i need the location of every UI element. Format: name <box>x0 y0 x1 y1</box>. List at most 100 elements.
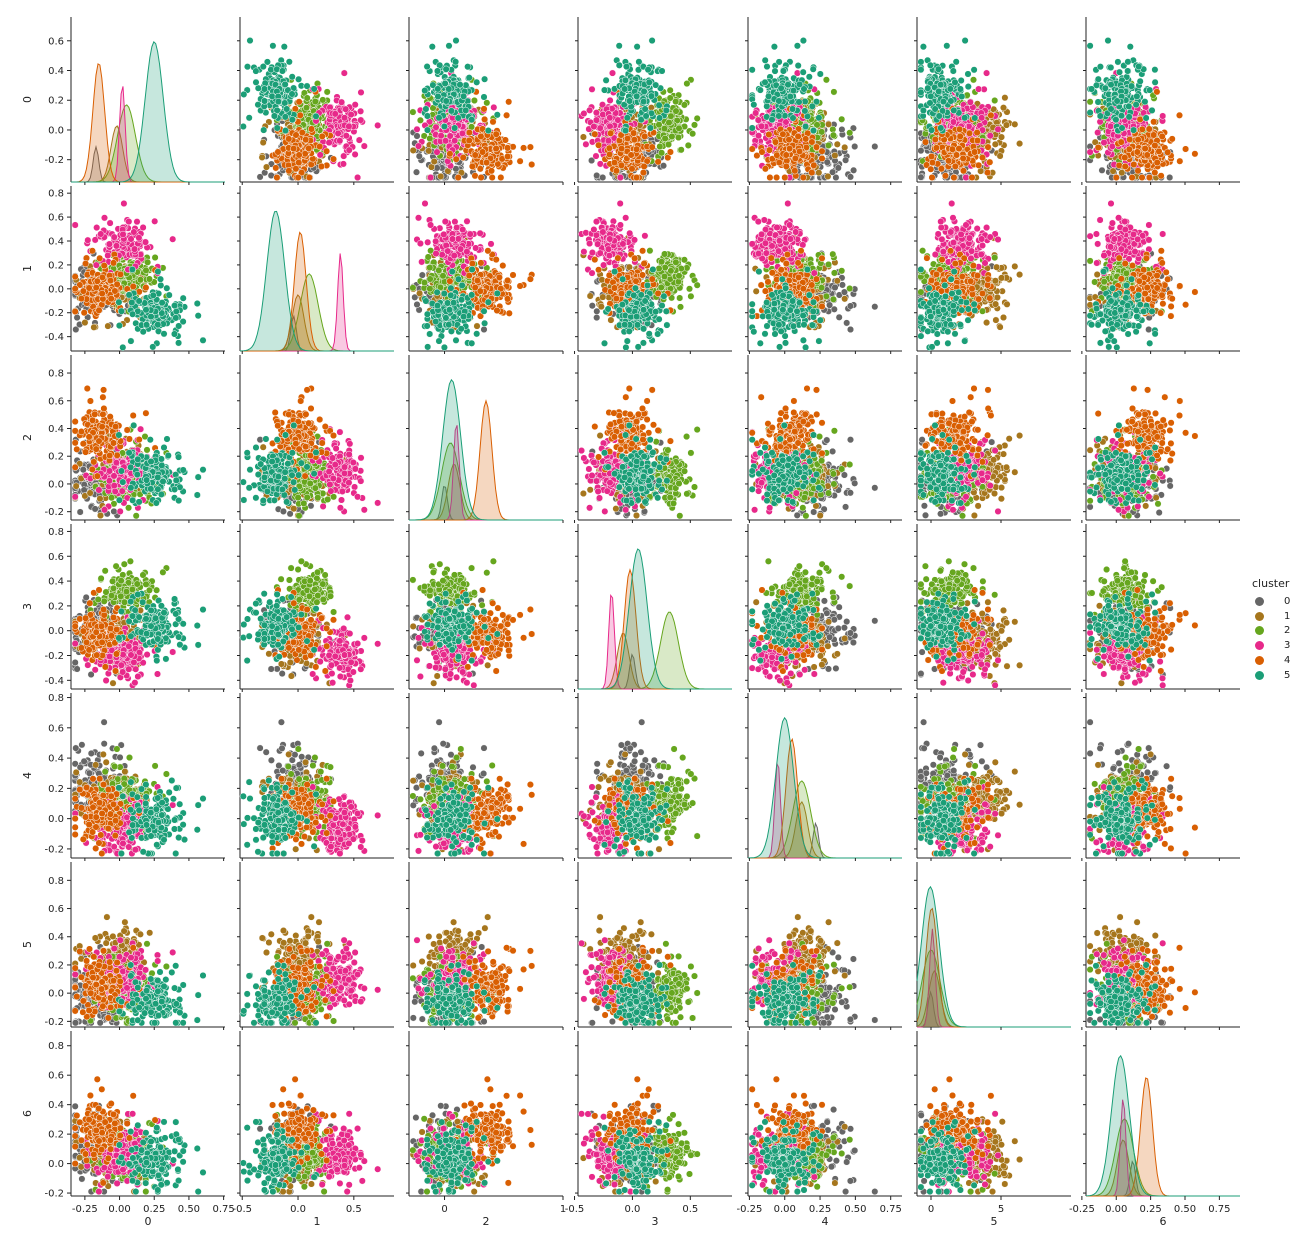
point-cluster-3 <box>589 86 596 93</box>
point-cluster-5 <box>282 127 289 134</box>
point-cluster-4 <box>323 148 330 155</box>
point-cluster-3 <box>338 99 345 106</box>
point-cluster-2 <box>685 142 692 149</box>
point-cluster-5 <box>281 43 288 50</box>
point-cluster-2 <box>691 122 698 129</box>
point-cluster-5 <box>260 127 267 134</box>
point-cluster-3 <box>607 123 614 130</box>
point-cluster-0 <box>413 169 420 176</box>
panel-r0-c2 <box>406 17 563 185</box>
point-cluster-5 <box>279 68 286 75</box>
y-axis-label: 0 <box>21 96 34 103</box>
point-cluster-4 <box>472 152 479 159</box>
point-cluster-2 <box>657 143 664 150</box>
point-cluster-5 <box>451 125 458 132</box>
point-cluster-3 <box>341 115 348 122</box>
point-cluster-5 <box>435 93 442 100</box>
point-cluster-3 <box>593 109 600 116</box>
point-cluster-5 <box>424 127 431 134</box>
point-cluster-4 <box>296 159 303 166</box>
point-cluster-5 <box>443 66 450 73</box>
point-cluster-5 <box>286 59 293 66</box>
point-cluster-3 <box>609 70 616 77</box>
point-cluster-5 <box>448 108 455 115</box>
point-cluster-2 <box>665 141 672 148</box>
point-cluster-5 <box>423 106 430 113</box>
point-cluster-5 <box>434 68 441 75</box>
point-cluster-5 <box>462 107 469 114</box>
point-cluster-3 <box>346 123 353 130</box>
point-cluster-4 <box>466 129 473 136</box>
point-cluster-5 <box>422 87 429 94</box>
point-cluster-5 <box>282 81 289 88</box>
point-cluster-4 <box>469 163 476 170</box>
point-cluster-5 <box>261 86 268 93</box>
point-cluster-5 <box>240 123 247 130</box>
point-cluster-2 <box>656 121 663 128</box>
point-cluster-4 <box>527 144 534 151</box>
point-cluster-3 <box>414 126 421 133</box>
point-cluster-2 <box>662 135 669 142</box>
point-cluster-5 <box>452 59 459 66</box>
point-cluster-5 <box>295 76 302 83</box>
point-cluster-3 <box>427 174 434 181</box>
point-cluster-1 <box>260 139 267 146</box>
point-cluster-3 <box>326 139 333 146</box>
point-cluster-4 <box>275 149 282 156</box>
point-cluster-4 <box>297 112 304 119</box>
point-cluster-3 <box>593 117 600 124</box>
point-cluster-5 <box>268 66 275 73</box>
point-cluster-4 <box>493 131 500 138</box>
point-cluster-3 <box>581 110 588 117</box>
point-cluster-2 <box>694 115 701 122</box>
y-tick-label: 0.0 <box>48 125 64 136</box>
point-cluster-3 <box>605 137 612 144</box>
point-cluster-0 <box>416 153 423 160</box>
panel-r0-c0: -0.20.00.20.40.60 <box>21 17 225 185</box>
point-cluster-5 <box>485 127 492 134</box>
point-cluster-3 <box>356 137 363 144</box>
point-cluster-1 <box>426 148 433 155</box>
point-cluster-3 <box>352 101 359 108</box>
point-cluster-3 <box>346 147 353 154</box>
point-cluster-2 <box>668 113 675 120</box>
point-cluster-5 <box>270 43 277 50</box>
point-cluster-3 <box>342 106 349 113</box>
point-cluster-1 <box>437 173 444 180</box>
point-cluster-3 <box>357 108 364 115</box>
point-cluster-4 <box>481 106 488 113</box>
point-cluster-5 <box>311 86 318 93</box>
point-cluster-5 <box>466 74 473 81</box>
point-cluster-5 <box>424 113 431 120</box>
point-cluster-5 <box>473 79 480 86</box>
point-cluster-2 <box>666 119 673 126</box>
point-cluster-3 <box>459 130 466 137</box>
point-cluster-2 <box>304 95 311 102</box>
point-cluster-5 <box>468 116 475 123</box>
point-cluster-5 <box>436 115 443 122</box>
point-cluster-2 <box>471 97 478 104</box>
point-cluster-3 <box>597 125 604 132</box>
point-cluster-2 <box>410 109 417 116</box>
point-cluster-3 <box>348 111 355 118</box>
point-cluster-1 <box>580 134 587 141</box>
point-cluster-5 <box>241 91 248 98</box>
point-cluster-5 <box>261 98 268 105</box>
point-cluster-5 <box>244 63 251 70</box>
point-cluster-3 <box>317 152 324 159</box>
point-cluster-2 <box>417 117 424 124</box>
point-cluster-5 <box>481 76 488 83</box>
point-cluster-4 <box>290 145 297 152</box>
point-cluster-5 <box>443 98 450 105</box>
point-cluster-4 <box>477 166 484 173</box>
point-cluster-5 <box>282 100 289 107</box>
point-cluster-2 <box>684 80 691 87</box>
point-cluster-4 <box>302 136 309 143</box>
point-cluster-5 <box>481 94 488 101</box>
panel-r0-c3 <box>575 17 732 185</box>
point-cluster-4 <box>498 174 505 181</box>
point-cluster-3 <box>442 138 449 145</box>
point-cluster-1 <box>431 158 438 165</box>
point-cluster-4 <box>299 129 306 136</box>
